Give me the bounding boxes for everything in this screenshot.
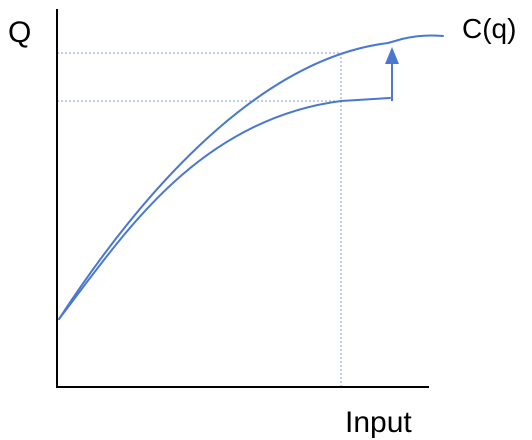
up-arrow-icon: [385, 47, 399, 64]
original-curve: [58, 97, 391, 320]
shifted-curve: [58, 34, 444, 320]
x-axis-label: Input: [345, 406, 412, 439]
curve-label: C(q): [462, 13, 516, 44]
y-axis-label: Q: [8, 16, 31, 49]
